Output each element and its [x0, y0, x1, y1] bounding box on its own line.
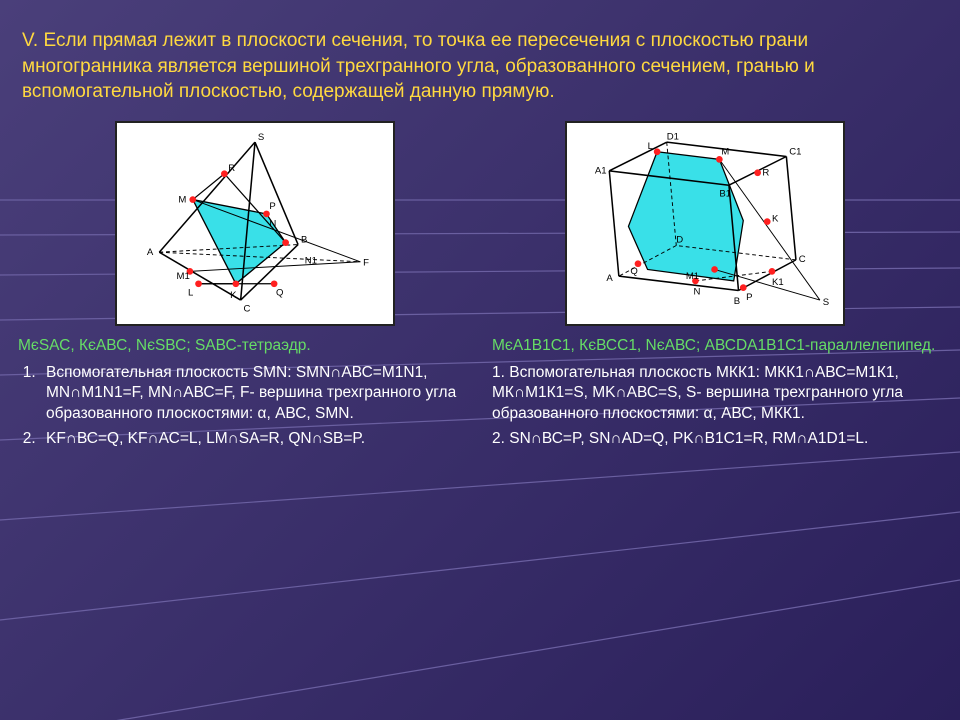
left-column: МєЅАС, КєАВС, NєЅВС; ЅАВС-тетраэдр. Вспо…	[18, 336, 468, 454]
svg-text:P: P	[746, 292, 752, 303]
svg-text:B1: B1	[719, 189, 731, 200]
svg-text:A1: A1	[595, 166, 607, 177]
svg-text:C1: C1	[789, 147, 801, 158]
slide-header: V. Если прямая лежит в плоскости сечения…	[0, 0, 960, 117]
svg-text:C: C	[244, 303, 251, 314]
svg-text:A: A	[147, 247, 154, 258]
svg-text:L: L	[188, 287, 193, 298]
svg-text:Q: Q	[276, 287, 283, 298]
svg-text:B: B	[301, 235, 307, 246]
svg-text:F: F	[363, 258, 369, 269]
svg-text:B: B	[734, 296, 740, 307]
svg-text:M1: M1	[686, 271, 699, 282]
right-column: МєА1В1С1, КєВСС1, NєАВС; АВСDА1В1С1-пара…	[492, 336, 942, 454]
svg-text:M: M	[178, 194, 186, 205]
svg-text:K: K	[230, 290, 237, 301]
list-item: KF∩ВС=Q, KF∩АС=L, LM∩SA=R, QN∩SB=P.	[40, 429, 468, 450]
list-item: 2. SN∩ВС=P, SN∩AD=Q, PK∩В1С1=R, RM∩А1D1=…	[492, 429, 942, 450]
text-columns: МєЅАС, КєАВС, NєЅВС; ЅАВС-тетраэдр. Вспо…	[0, 328, 960, 454]
svg-text:D: D	[676, 235, 683, 246]
svg-text:C: C	[799, 254, 806, 265]
list-item: 1. Вспомогательная плоскость МКК1: МКК1∩…	[492, 363, 942, 425]
svg-text:N1: N1	[305, 256, 317, 267]
figure-tetrahedron: S R M P N A B F M1 N1 L K C Q	[115, 121, 395, 326]
svg-text:R: R	[228, 163, 235, 174]
figure-parallelepiped: A1 D1 M C1 R B1 K C A D Q M1 N P K1 B S …	[565, 121, 845, 326]
svg-text:M1: M1	[177, 271, 190, 282]
svg-text:A: A	[606, 273, 613, 284]
header-text: V. Если прямая лежит в плоскости сечения…	[22, 28, 938, 105]
left-col-title: МєЅАС, КєАВС, NєЅВС; ЅАВС-тетраэдр.	[18, 336, 468, 357]
right-col-list: 1. Вспомогательная плоскость МКК1: МКК1∩…	[492, 363, 942, 450]
svg-text:P: P	[269, 201, 275, 212]
right-col-title: МєА1В1С1, КєВСС1, NєАВС; АВСDА1В1С1-пара…	[492, 336, 942, 357]
svg-text:Q: Q	[630, 266, 637, 277]
svg-text:M: M	[721, 147, 729, 158]
list-item: Вспомогательная плоскость SMN: SMN∩АВС=М…	[40, 363, 468, 425]
svg-text:K1: K1	[772, 277, 784, 288]
svg-text:K: K	[772, 214, 779, 225]
svg-text:L: L	[648, 141, 653, 152]
svg-text:D1: D1	[667, 131, 679, 142]
svg-text:R: R	[762, 168, 769, 179]
svg-text:S: S	[258, 132, 264, 143]
svg-text:S: S	[823, 297, 829, 308]
figures-row: S R M P N A B F M1 N1 L K C Q	[0, 117, 960, 328]
left-col-list: Вспомогательная плоскость SMN: SMN∩АВС=М…	[18, 363, 468, 450]
svg-text:N: N	[269, 218, 276, 229]
svg-text:N: N	[694, 286, 701, 297]
